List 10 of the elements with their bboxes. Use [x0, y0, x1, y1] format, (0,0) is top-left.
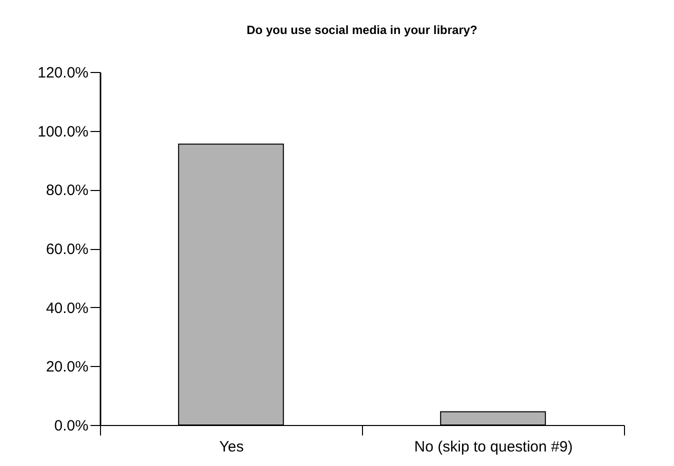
x-tick-label: No (skip to question #9): [414, 438, 573, 456]
y-tick-label: 20.0%: [46, 358, 88, 376]
x-tick-label: Yes: [219, 438, 244, 456]
y-tick-label: 60.0%: [46, 241, 88, 258]
y-tick-label: 40.0%: [46, 300, 88, 317]
chart-title: Do you use social media in your library?: [246, 23, 478, 37]
y-tick-label: 100.0%: [38, 123, 88, 140]
y-tick-label: 0.0%: [54, 418, 88, 434]
y-tick-label: 120.0%: [38, 64, 88, 82]
y-tick-label: 80.0%: [46, 182, 88, 200]
